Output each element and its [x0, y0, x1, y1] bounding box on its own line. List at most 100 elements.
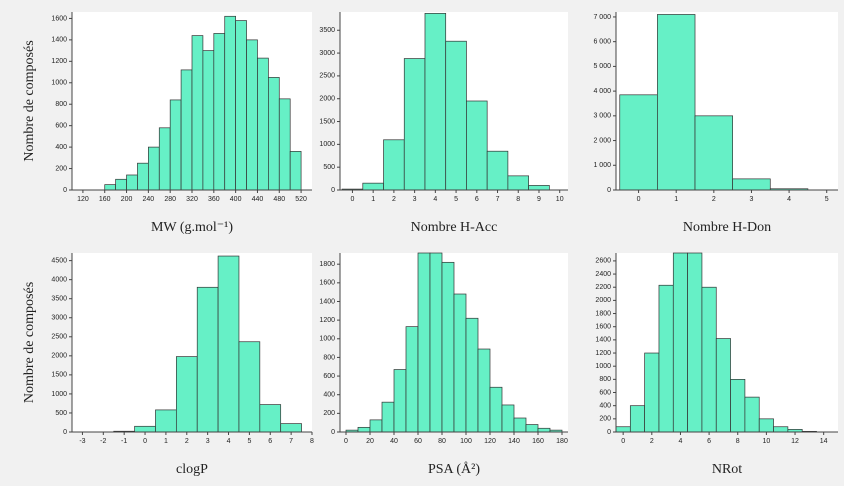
x-tick-label: 5	[454, 196, 458, 203]
x-tick-label: 3	[206, 438, 210, 445]
bar	[528, 185, 550, 191]
bar	[672, 252, 688, 433]
bar	[507, 175, 529, 191]
bar	[732, 178, 771, 191]
x-tick-label: 0	[637, 196, 641, 203]
y-axis-label: Nombre de composés	[22, 40, 37, 161]
bar	[259, 404, 282, 433]
y-tick-label: 6 000	[593, 39, 611, 46]
bar	[405, 326, 419, 433]
x-tick-label: 400	[230, 196, 242, 203]
bar	[369, 419, 383, 433]
x-tick-label: 100	[460, 438, 472, 445]
x-tick-label: 2	[185, 438, 189, 445]
y-tick-label: 3500	[51, 296, 67, 303]
bar	[445, 40, 467, 191]
y-tick-label: 2 000	[593, 137, 611, 144]
x-axis-label: Nombre H-Acc	[411, 220, 498, 235]
bar	[278, 98, 291, 191]
x-tick-label: 0	[344, 438, 348, 445]
y-tick-label: 1000	[319, 336, 335, 343]
y-tick-label: 200	[55, 165, 67, 172]
bar	[417, 252, 431, 433]
bar	[687, 252, 703, 433]
y-tick-label: 1000	[595, 363, 611, 370]
bar	[615, 426, 631, 433]
y-tick-label: 4000	[51, 277, 67, 284]
x-tick-label: 200	[121, 196, 133, 203]
x-tick-label: -1	[121, 438, 127, 445]
x-tick-label: 0	[350, 196, 354, 203]
bar	[357, 426, 371, 433]
y-tick-label: 1800	[595, 310, 611, 317]
x-tick-label: 5	[825, 196, 829, 203]
bar	[104, 184, 116, 191]
y-tick-label: 3500	[319, 27, 335, 34]
x-tick-label: 6	[707, 438, 711, 445]
bar	[466, 100, 488, 191]
y-tick-label: 4500	[51, 257, 67, 264]
x-tick-label: 160	[532, 438, 544, 445]
bar	[501, 404, 515, 433]
bar	[217, 255, 240, 433]
y-tick-label: 2000	[51, 353, 67, 360]
y-tick-label: 1600	[319, 280, 335, 287]
y-tick-label: 2500	[51, 334, 67, 341]
bar	[191, 35, 204, 191]
bar	[257, 57, 269, 191]
x-tick-label: 280	[164, 196, 176, 203]
y-tick-label: 1500	[319, 118, 335, 125]
bar	[115, 178, 127, 191]
x-tick-label: 140	[508, 438, 520, 445]
x-tick-label: 440	[252, 196, 264, 203]
x-tick-label: 4	[787, 196, 791, 203]
x-tick-label: 2	[712, 196, 716, 203]
bar	[658, 284, 674, 433]
y-tick-label: 200	[323, 410, 335, 417]
bar	[224, 15, 236, 191]
bar	[489, 386, 503, 433]
y-tick-label: 2000	[595, 297, 611, 304]
y-tick-label: 0	[63, 187, 67, 194]
bar	[235, 20, 247, 191]
bar	[657, 14, 696, 191]
y-tick-label: 600	[323, 373, 335, 380]
y-tick-label: 0	[331, 429, 335, 436]
x-tick-label: 10	[762, 438, 770, 445]
bar	[513, 417, 527, 433]
bar	[148, 146, 160, 191]
x-tick-label: 8	[736, 438, 740, 445]
bar	[477, 348, 491, 433]
x-tick-label: 7	[496, 196, 500, 203]
y-tick-label: 400	[599, 403, 611, 410]
y-tick-label: 2400	[595, 271, 611, 278]
x-axis-label: clogP	[176, 462, 208, 477]
y-tick-label: 2200	[595, 284, 611, 291]
bar	[429, 252, 443, 433]
y-tick-label: 1200	[319, 317, 335, 324]
x-tick-label: 40	[390, 438, 398, 445]
x-tick-label: 1	[674, 196, 678, 203]
bar	[134, 425, 156, 433]
y-tick-label: 1 000	[593, 162, 611, 169]
bar	[158, 127, 171, 191]
y-tick-label: 1000	[319, 141, 335, 148]
y-tick-label: 2000	[319, 96, 335, 103]
y-tick-label: 1000	[51, 391, 67, 398]
y-tick-label: 500	[55, 410, 67, 417]
y-tick-label: 1800	[319, 261, 335, 268]
bar	[773, 426, 789, 433]
bar	[393, 369, 407, 433]
y-tick-label: 1600	[51, 15, 67, 22]
y-tick-label: 400	[55, 144, 67, 151]
bar	[758, 418, 774, 433]
x-tick-label: 2	[392, 196, 396, 203]
bar	[424, 13, 447, 191]
y-tick-label: 800	[55, 101, 67, 108]
y-tick-label: 0	[607, 429, 611, 436]
y-tick-label: 1600	[595, 324, 611, 331]
bar	[246, 39, 258, 191]
bar	[453, 293, 467, 433]
y-tick-label: 3 000	[593, 113, 611, 120]
